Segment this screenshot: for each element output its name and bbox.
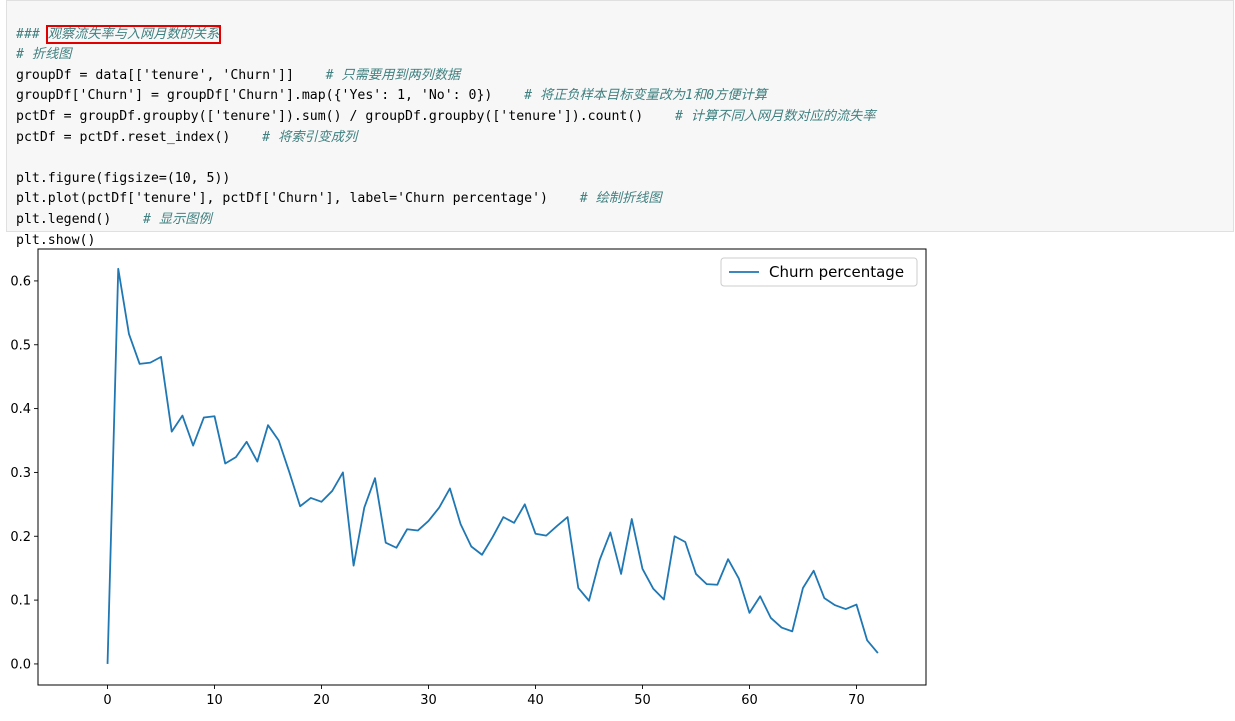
code-line-5: pctDf = groupDf.groupby(['tenure']).sum(… bbox=[16, 109, 876, 124]
y-tick-label: 0.6 bbox=[10, 274, 31, 289]
x-tick-label: 10 bbox=[206, 693, 223, 708]
code-line-8: plt.figure(figsize=(10, 5)) bbox=[16, 171, 230, 186]
code-line-6: pctDf = pctDf.reset_index() # 将索引变成列 bbox=[16, 130, 357, 145]
code-line-10: plt.legend() # 显示图例 bbox=[16, 212, 212, 227]
y-tick-label: 0.2 bbox=[10, 530, 31, 545]
y-tick-label: 0.4 bbox=[10, 402, 31, 417]
legend-label: Churn percentage bbox=[769, 263, 904, 281]
code-line-9: plt.plot(pctDf['tenure'], pctDf['Churn']… bbox=[16, 191, 662, 206]
y-tick-label: 0.0 bbox=[10, 657, 31, 672]
code-line-2: # 折线图 bbox=[16, 47, 71, 62]
y-tick-label: 0.1 bbox=[10, 594, 31, 609]
x-tick-label: 0 bbox=[103, 693, 111, 708]
x-tick-label: 50 bbox=[634, 693, 651, 708]
code-editor[interactable]: ### 观察流失率与入网月数的关系 # 折线图 groupDf = data[[… bbox=[16, 4, 876, 251]
x-tick-label: 30 bbox=[420, 693, 437, 708]
x-tick-label: 40 bbox=[527, 693, 544, 708]
plot-area-frame bbox=[38, 249, 926, 685]
y-tick-label: 0.3 bbox=[10, 466, 31, 481]
x-tick-label: 20 bbox=[313, 693, 330, 708]
code-line-4: groupDf['Churn'] = groupDf['Churn'].map(… bbox=[16, 88, 767, 103]
y-tick-label: 0.5 bbox=[10, 338, 31, 353]
x-tick-label: 60 bbox=[741, 693, 758, 708]
highlighted-heading: 观察流失率与入网月数的关系 bbox=[48, 27, 219, 42]
output-area: 0 10 20 30 40 50 60 70 0.0 0.1 0.2 0.3 0.4 0.5 0.6 Chur… bbox=[0, 236, 1235, 717]
code-line-1: ### 观察流失率与入网月数的关系 bbox=[16, 27, 219, 42]
line-chart: 0 10 20 30 40 50 60 70 0.0 0.1 0.2 0.3 0.4 0.5 0.6 Chur… bbox=[0, 236, 1235, 717]
code-line-3: groupDf = data[['tenure', 'Churn']] # 只需… bbox=[16, 68, 460, 83]
x-tick-label: 70 bbox=[848, 693, 865, 708]
code-cell[interactable]: ### 观察流失率与入网月数的关系 # 折线图 groupDf = data[[… bbox=[6, 0, 1234, 232]
